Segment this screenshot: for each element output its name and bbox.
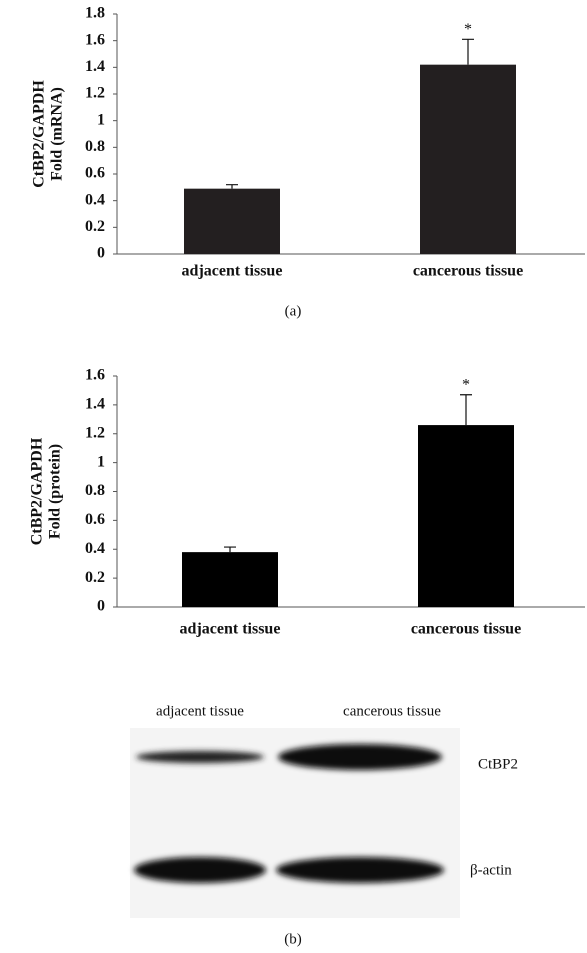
y-tick-label: 0.4 [85,191,105,208]
row-label: CtBP2 [478,756,518,772]
x-tick-label: adjacent tissue [180,621,281,638]
y-tick-label: 1 [97,453,105,470]
y-tick-label: 1.4 [85,396,105,413]
error-bar [224,547,236,552]
y-axis-label: CtBP2/GAPDH [31,80,48,188]
western-blot: adjacent tissue cancerous tissue CtBP2 β… [130,703,518,947]
y-tick-label: 0 [97,598,105,615]
significance-mark: * [462,376,470,393]
x-tick-label: cancerous tissue [413,263,523,280]
bar [418,425,514,607]
y-tick-label: 1.6 [85,31,105,48]
y-axis-label: CtBP2/GAPDH [29,437,46,545]
y-tick-label: 0.6 [85,511,105,528]
blot-band [134,857,266,883]
blot-band [136,751,264,763]
bar [420,65,516,254]
y-tick-label: 1 [97,111,105,128]
x-tick-label: adjacent tissue [182,263,283,280]
panel-label: (b) [284,931,302,947]
y-tick-label: 1.8 [85,5,105,22]
error-bar [460,395,472,425]
y-tick-label: 0.2 [85,218,105,235]
x-tick-label: cancerous tissue [411,621,521,638]
y-tick-label: 0.8 [85,482,105,499]
y-tick-label: 1.2 [85,424,105,441]
significance-mark: * [464,21,472,38]
error-bar [462,39,474,64]
panel-label: (a) [285,303,302,319]
y-tick-label: 0.8 [85,138,105,155]
bar [182,552,278,607]
lane-label: adjacent tissue [156,703,244,719]
bar [184,189,280,254]
figure: adjacent tissue cancerous tissue CtBP2 β… [0,0,587,953]
lane-label: cancerous tissue [343,703,441,719]
y-axis-label: Fold (mRNA) [49,87,66,181]
y-axis-label: Fold (protein) [47,444,64,539]
blot-band [276,857,444,883]
y-tick-label: 0.4 [85,540,105,557]
y-tick-label: 1.6 [85,367,105,384]
error-bar [226,185,238,189]
y-tick-label: 1.2 [85,85,105,102]
y-tick-label: 0.6 [85,165,105,182]
y-tick-label: 1.4 [85,58,105,75]
y-tick-label: 0 [97,245,105,262]
blot-band [278,744,442,770]
row-label: β-actin [470,862,512,878]
y-tick-label: 0.2 [85,569,105,586]
